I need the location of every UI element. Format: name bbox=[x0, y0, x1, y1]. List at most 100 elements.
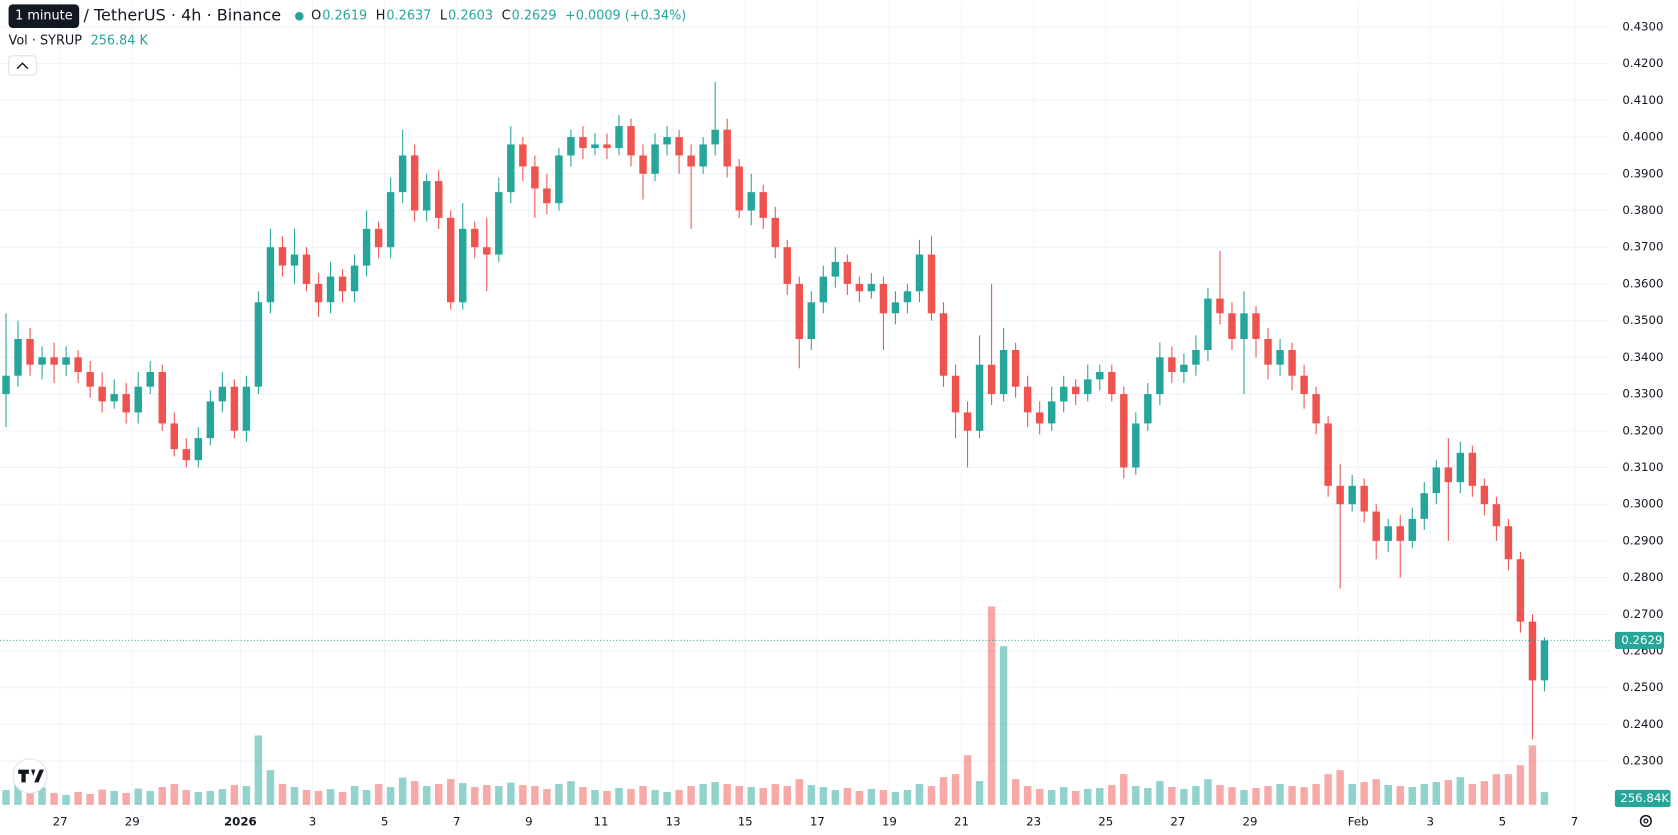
volume-bar bbox=[158, 787, 166, 805]
ohlc-value: 0.2603 bbox=[448, 9, 493, 24]
volume-bar bbox=[62, 794, 70, 805]
volume-bar bbox=[831, 790, 840, 805]
candle-body bbox=[122, 394, 130, 413]
ohlc-key: C bbox=[502, 9, 511, 24]
candle-body bbox=[1180, 364, 1188, 373]
y-tick-label: 0.2300 bbox=[1622, 754, 1663, 768]
tooltip-text: 1 minute bbox=[15, 9, 73, 24]
candle-body bbox=[74, 357, 82, 373]
candle-body bbox=[1396, 526, 1404, 541]
candle-body bbox=[819, 276, 828, 303]
candle-body bbox=[410, 155, 419, 211]
y-tick-label: 0.4200 bbox=[1622, 56, 1663, 70]
candle-body bbox=[1059, 386, 1068, 402]
candle-body bbox=[1132, 423, 1140, 468]
candle-body bbox=[771, 217, 779, 248]
volume-bar bbox=[963, 755, 972, 805]
candle-body bbox=[987, 364, 996, 395]
candle-body bbox=[639, 155, 647, 174]
x-tick-label: 13 bbox=[666, 815, 681, 829]
settings-button[interactable] bbox=[1639, 814, 1652, 828]
candle-body bbox=[795, 283, 804, 339]
volume-bar bbox=[218, 789, 227, 805]
volume-bar bbox=[699, 784, 707, 805]
volume-bar bbox=[1096, 788, 1104, 805]
candle-body bbox=[446, 217, 455, 303]
volume-bar bbox=[675, 790, 683, 805]
x-tick-label: 19 bbox=[882, 815, 897, 829]
x-tick-label: 7 bbox=[1571, 815, 1578, 829]
volume-bar bbox=[1288, 786, 1296, 805]
candle-body bbox=[50, 357, 58, 365]
candle-body bbox=[1348, 485, 1356, 505]
candle-body bbox=[1035, 412, 1044, 424]
volume-bar bbox=[891, 792, 900, 805]
volume-bar bbox=[314, 791, 323, 805]
volume-bar bbox=[1468, 784, 1477, 805]
volume-bar bbox=[1444, 780, 1453, 805]
tv-logo[interactable] bbox=[12, 758, 48, 794]
volume-bar bbox=[627, 789, 635, 805]
candle-body bbox=[651, 144, 659, 174]
volume-bar bbox=[1540, 792, 1549, 805]
candle-body bbox=[975, 364, 984, 431]
candle-body bbox=[194, 438, 203, 461]
last-price-label: 0.2629 bbox=[1621, 633, 1662, 647]
y-tick-label: 0.2800 bbox=[1622, 570, 1663, 584]
volume-bar bbox=[1228, 787, 1236, 805]
volume-bar bbox=[422, 786, 431, 805]
candle-body bbox=[326, 276, 335, 303]
candle-body bbox=[903, 291, 912, 303]
ohlc-key: O bbox=[311, 9, 321, 24]
volume-bar bbox=[471, 787, 479, 805]
candle-body bbox=[1108, 372, 1116, 395]
y-tick-label: 0.3900 bbox=[1622, 166, 1663, 180]
volume-bar bbox=[1204, 779, 1212, 805]
candle-body bbox=[723, 129, 731, 167]
candle-body bbox=[434, 181, 443, 218]
candle-body bbox=[603, 144, 611, 149]
candle-body bbox=[302, 254, 311, 284]
candle-body bbox=[1156, 357, 1164, 395]
candle-body bbox=[831, 261, 840, 277]
candle-body bbox=[1336, 485, 1344, 505]
volume-bar bbox=[182, 790, 191, 805]
candle-body bbox=[1228, 313, 1236, 339]
candle-body bbox=[374, 228, 383, 248]
candles bbox=[2, 82, 1549, 740]
y-tick-label: 0.2900 bbox=[1622, 533, 1663, 547]
volume-bar bbox=[1047, 790, 1056, 805]
volume-bar bbox=[1492, 774, 1501, 805]
candle-body bbox=[1047, 401, 1056, 424]
volume-bar bbox=[543, 789, 551, 805]
candle-body bbox=[266, 247, 275, 303]
candle-body bbox=[1023, 386, 1032, 413]
x-tick-label: 29 bbox=[125, 815, 140, 829]
ohlc-key: L bbox=[440, 9, 448, 24]
volume-pane bbox=[2, 606, 1549, 805]
volume-value: 256.84 K bbox=[91, 33, 149, 48]
candle-body bbox=[86, 372, 94, 387]
volume-bar bbox=[1011, 779, 1020, 805]
candle-body bbox=[1528, 621, 1537, 681]
volume-bar bbox=[867, 789, 876, 805]
volume-bar bbox=[987, 606, 996, 805]
volume-title: Vol · SYRUP bbox=[9, 33, 83, 48]
volume-bar bbox=[807, 785, 816, 805]
candle-body bbox=[110, 394, 118, 402]
y-tick-label: 0.4100 bbox=[1622, 93, 1663, 107]
volume-bar bbox=[98, 789, 106, 805]
candle-body bbox=[218, 386, 227, 402]
candle-body bbox=[1360, 485, 1368, 512]
candle-body bbox=[338, 276, 347, 292]
candle-body bbox=[350, 265, 359, 292]
x-tick-label: 27 bbox=[1170, 815, 1185, 829]
volume-bar bbox=[1432, 782, 1441, 805]
volume-bar bbox=[242, 786, 251, 805]
volume-bar bbox=[651, 790, 659, 805]
candle-body bbox=[459, 228, 467, 303]
candle-body bbox=[2, 375, 10, 395]
volume-bar bbox=[879, 790, 888, 805]
collapse-button[interactable] bbox=[8, 55, 37, 76]
x-tick-label: 9 bbox=[525, 815, 533, 829]
